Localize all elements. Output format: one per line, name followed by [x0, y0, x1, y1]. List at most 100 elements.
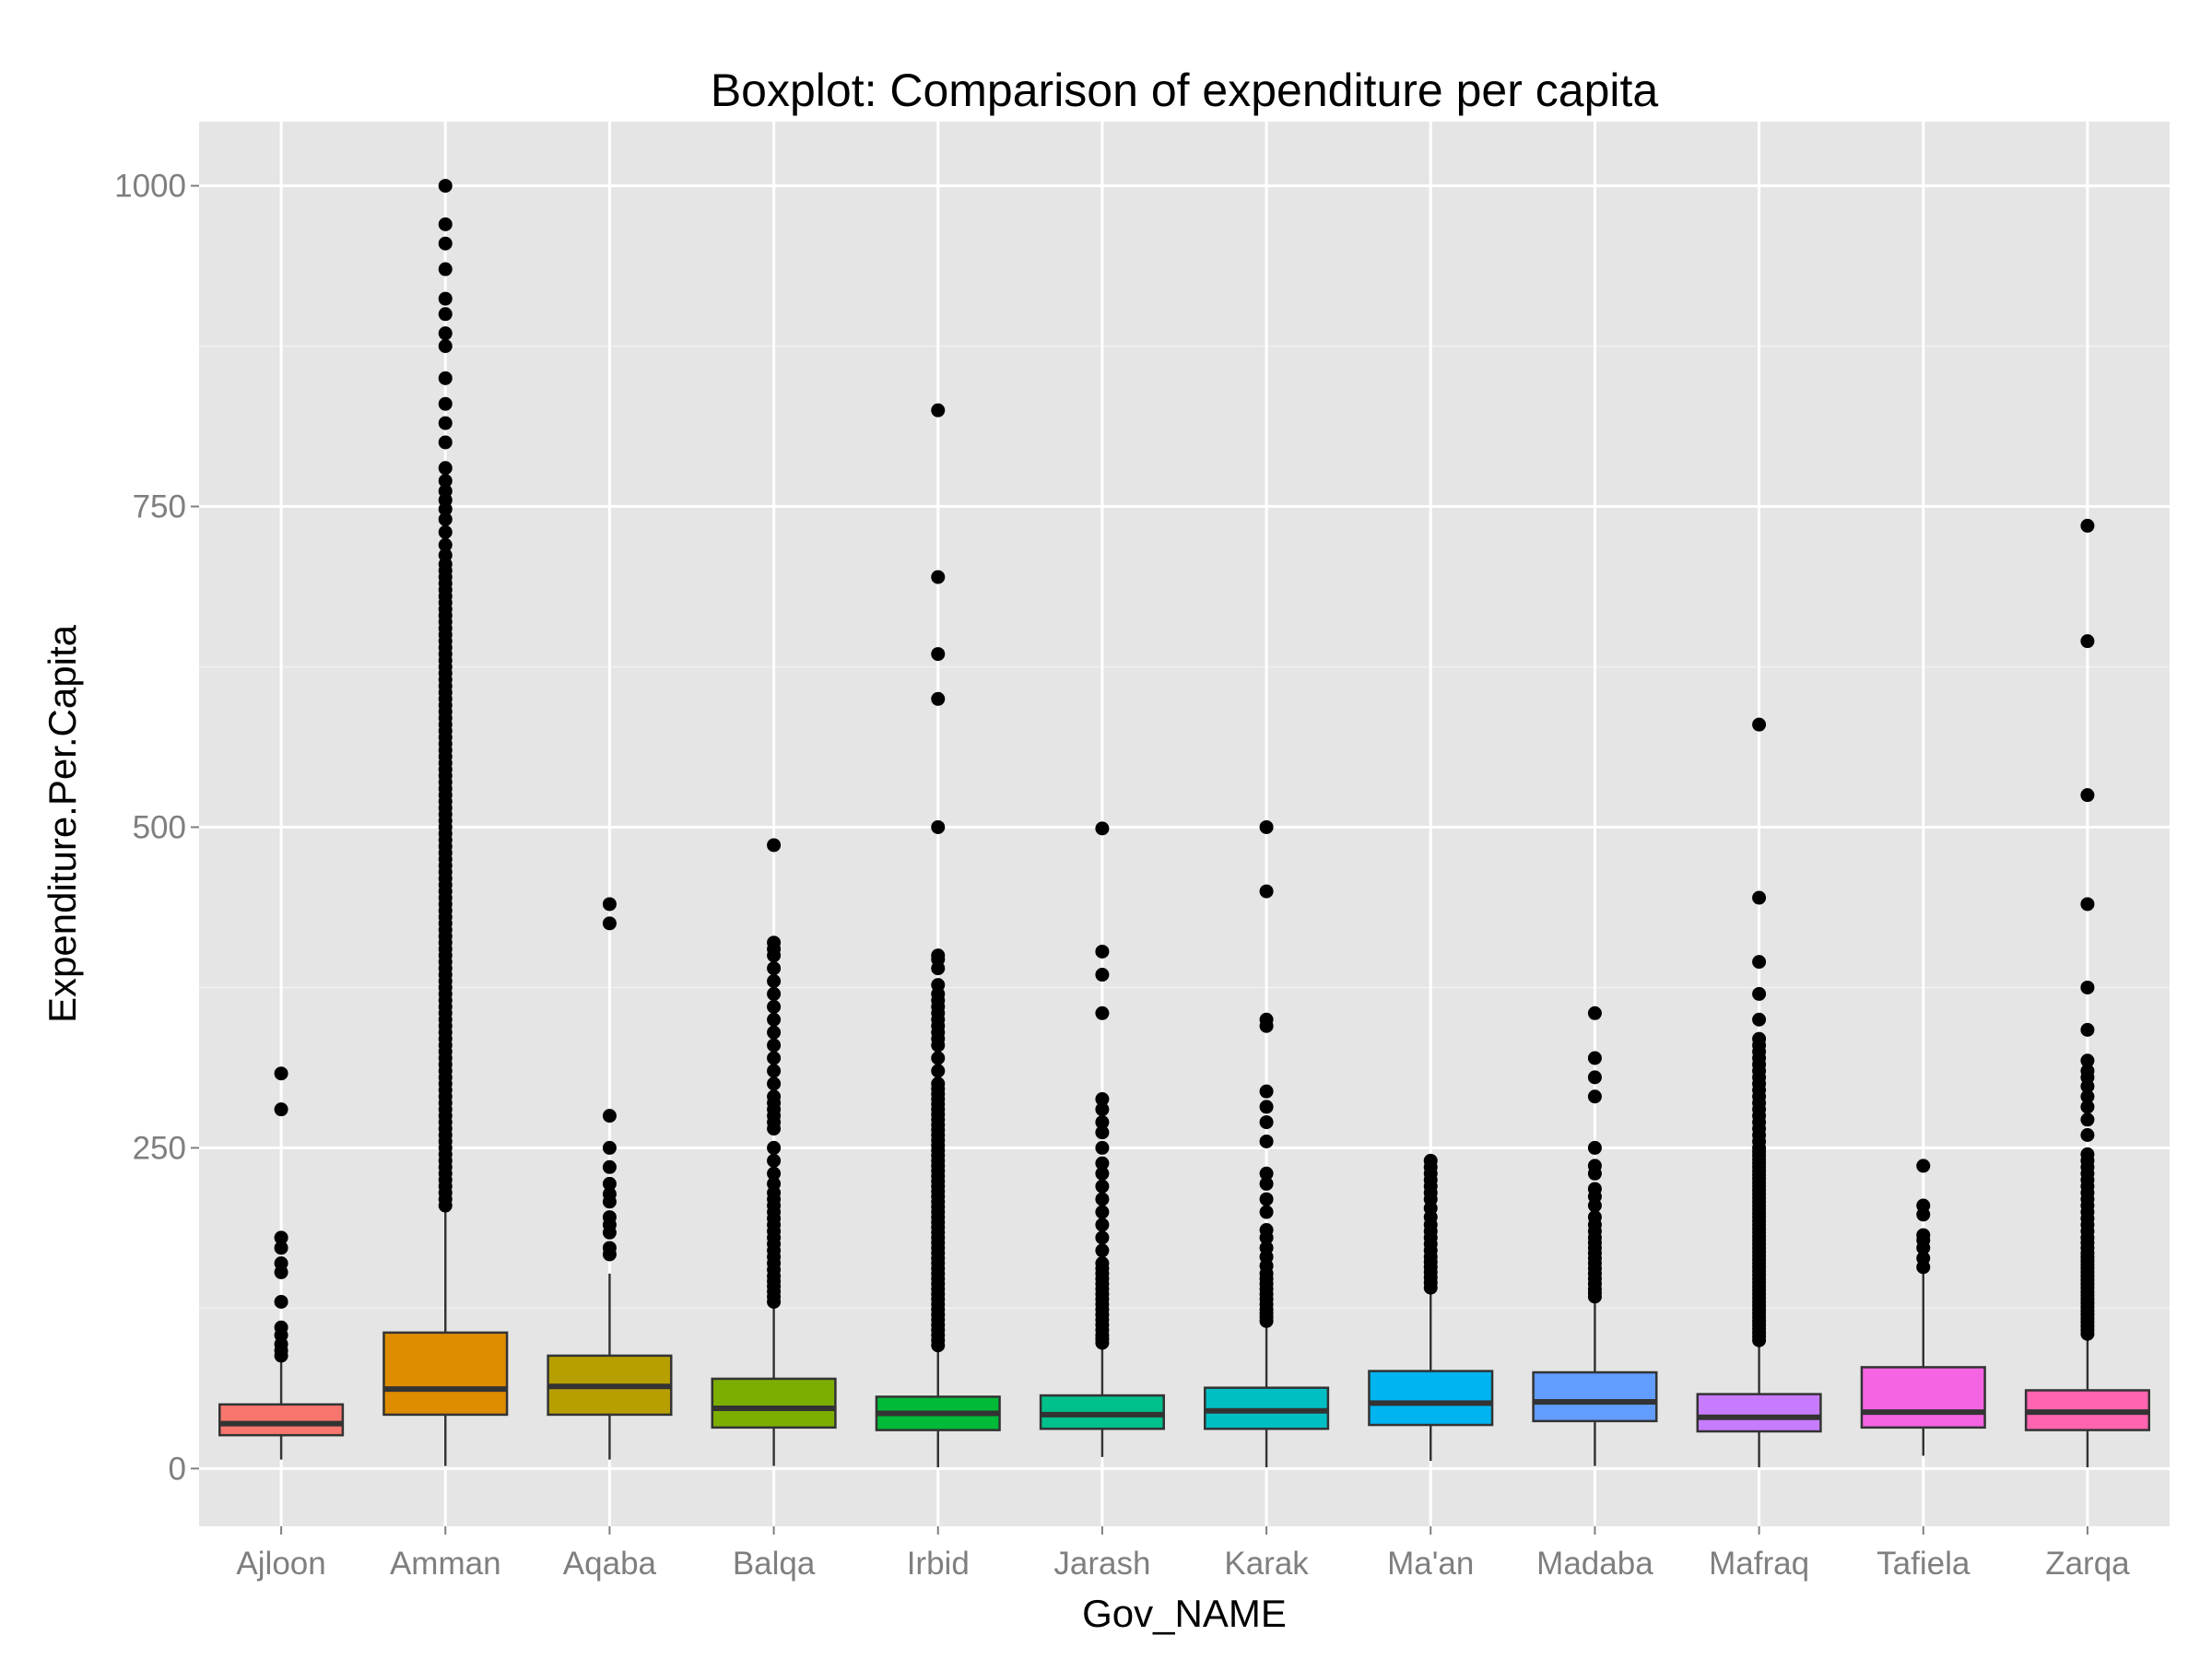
outlier-point — [274, 1241, 288, 1255]
x-tick-label: Balqa — [733, 1546, 816, 1582]
outlier-point — [767, 935, 782, 950]
outlier-point — [274, 1320, 288, 1335]
box-body — [218, 1403, 345, 1437]
outlier-point — [767, 961, 782, 976]
outlier-point — [767, 1064, 782, 1078]
outlier-point — [931, 647, 946, 662]
outlier-point — [1916, 1228, 1931, 1242]
outlier-point — [602, 1140, 617, 1155]
outlier-point — [602, 1210, 617, 1225]
outlier-point — [438, 291, 453, 306]
outlier-point — [438, 524, 453, 539]
outlier-point — [1587, 1159, 1602, 1173]
outlier-point — [931, 1051, 946, 1065]
outlier-point — [1259, 819, 1274, 834]
outlier-point — [931, 1064, 946, 1078]
outlier-point — [1095, 944, 1110, 959]
y-tick-label: 750 — [133, 489, 186, 525]
x-tick-label: Zarqa — [2045, 1546, 2130, 1582]
outlier-point — [438, 547, 453, 562]
y-tick-label: 250 — [133, 1130, 186, 1166]
outlier-point — [2080, 518, 2095, 533]
outlier-point — [1095, 1192, 1110, 1206]
plot-panel — [199, 122, 2170, 1526]
outlier-point — [931, 948, 946, 963]
outlier-point — [767, 1012, 782, 1027]
box-ajloon — [218, 1066, 345, 1460]
outlier-point — [438, 371, 453, 385]
outlier-point — [767, 1025, 782, 1040]
outlier-point — [1916, 1198, 1931, 1213]
outlier-point — [767, 838, 782, 853]
outlier-point — [438, 474, 453, 488]
outlier-point — [1259, 1176, 1274, 1191]
box-madaba — [1532, 1006, 1658, 1466]
outlier-point — [1752, 890, 1767, 905]
outlier-point — [438, 236, 453, 251]
outlier-point — [1095, 1230, 1110, 1245]
outlier-point — [767, 1051, 782, 1065]
outlier-point — [767, 999, 782, 1014]
x-tick-label: Jarash — [1053, 1546, 1150, 1582]
outlier-point — [1095, 1179, 1110, 1194]
outlier-point — [2080, 1100, 2095, 1114]
outlier-point — [1259, 1084, 1274, 1099]
outlier-point — [602, 897, 617, 912]
box-body — [1696, 1393, 1822, 1433]
x-tick-label: Irbid — [907, 1546, 970, 1582]
box-tafiela — [1860, 1159, 1986, 1456]
outlier-point — [438, 461, 453, 476]
outlier-point — [438, 339, 453, 354]
outlier-point — [1095, 1102, 1110, 1117]
outlier-point — [1095, 1156, 1110, 1171]
outlier-point — [2080, 897, 2095, 912]
outlier-point — [2080, 1112, 2095, 1127]
box-aqaba — [547, 897, 673, 1460]
outlier-point — [1587, 1051, 1602, 1065]
box-maan — [1368, 1153, 1494, 1462]
box-mafraq — [1696, 717, 1822, 1467]
outlier-point — [1259, 1115, 1274, 1130]
y-tick-label: 500 — [133, 809, 186, 845]
outlier-point — [438, 179, 453, 194]
x-axis: Ajloon Amman Aqaba Balqa Irbid Jarash Karak Ma'… — [236, 1526, 2130, 1582]
outlier-point — [438, 512, 453, 526]
outlier-point — [931, 570, 946, 584]
outlier-point — [1916, 1159, 1931, 1173]
box-zarqa — [2024, 518, 2150, 1467]
outlier-point — [602, 1241, 617, 1255]
outlier-point — [2080, 1064, 2095, 1078]
outlier-point — [931, 819, 946, 834]
outlier-point — [1752, 955, 1767, 970]
outlier-point — [438, 416, 453, 430]
outlier-point — [767, 1089, 782, 1104]
outlier-point — [438, 396, 453, 411]
box-body — [711, 1377, 837, 1430]
outlier-point — [1259, 1205, 1274, 1219]
box-amman — [382, 179, 509, 1466]
box-irbid — [875, 403, 1001, 1467]
y-axis-title: Expenditure.Per.Capita — [41, 624, 84, 1023]
outlier-point — [931, 403, 946, 418]
outlier-point — [602, 1187, 617, 1202]
outlier-point — [274, 1230, 288, 1245]
outlier-point — [1095, 1115, 1110, 1130]
outlier-point — [1259, 1012, 1274, 1027]
outlier-point — [2080, 634, 2095, 649]
outlier-point — [438, 217, 453, 231]
outlier-point — [767, 1140, 782, 1155]
box-jarash — [1039, 821, 1165, 1457]
outlier-point — [438, 435, 453, 450]
outlier-point — [767, 973, 782, 988]
outlier-point — [1259, 1134, 1274, 1148]
outlier-point — [931, 1077, 946, 1091]
x-axis-title: Gov_NAME — [1082, 1592, 1287, 1635]
outlier-point — [1259, 1166, 1274, 1181]
boxes-layer — [218, 179, 2150, 1467]
outlier-point — [2080, 1089, 2095, 1104]
box-body — [382, 1331, 509, 1417]
outlier-point — [1752, 1012, 1767, 1027]
outlier-point — [1095, 1243, 1110, 1258]
outlier-point — [1095, 1140, 1110, 1155]
